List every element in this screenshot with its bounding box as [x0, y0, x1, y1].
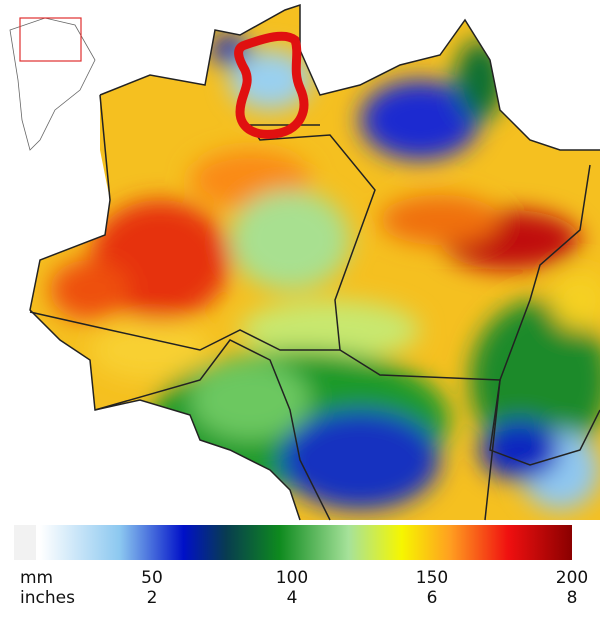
tick-label: 6: [427, 588, 438, 608]
tick-label: 50: [141, 568, 163, 588]
tick-label: 4: [287, 588, 298, 608]
tick-label: 2: [147, 588, 158, 608]
colorbar: [40, 525, 572, 560]
unit-label: inches: [20, 588, 75, 608]
tick-label: 100: [276, 568, 308, 588]
highlight-loop: [234, 31, 309, 139]
unit-label: mm: [20, 568, 53, 588]
tick-label: 200: [556, 568, 588, 588]
inset-map: [9, 17, 96, 151]
no-rain-swatch: [14, 525, 36, 560]
tick-label: 150: [416, 568, 448, 588]
tick-label: 8: [567, 588, 578, 608]
